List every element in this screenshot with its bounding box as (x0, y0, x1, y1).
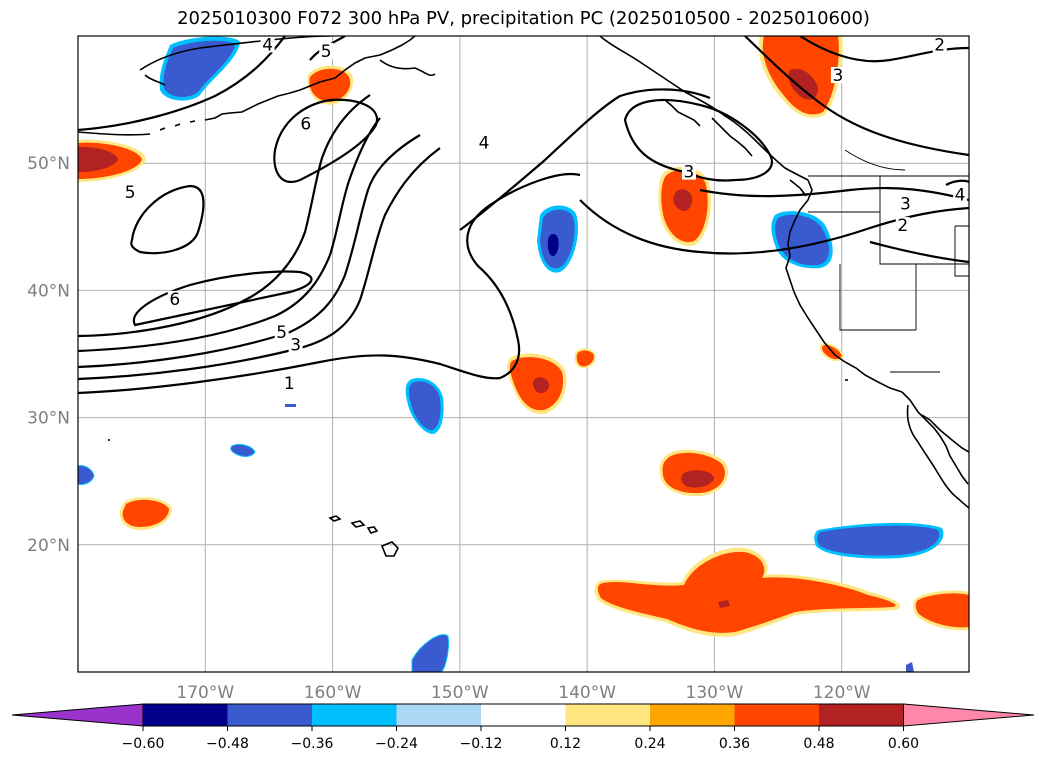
contour-6-south (132, 270, 313, 327)
contour-2 (78, 147, 441, 381)
contour-label-2: 6 (300, 114, 311, 134)
contour-label-bg-5 (167, 290, 182, 307)
positive-anomaly-northeast (758, 36, 843, 118)
negative-anomaly-south (411, 634, 914, 672)
contour-label-bg-2 (298, 115, 313, 132)
contour-5-closed (130, 184, 205, 255)
contour-label-8: 1 (284, 374, 295, 394)
contour-label-0: 4 (262, 35, 273, 55)
latitude-labels: 20°N 30°N 40°N 50°N (27, 154, 70, 556)
contour-label-7: 3 (290, 336, 301, 356)
contour-label-13: 3 (900, 194, 911, 214)
contour-label-6: 5 (276, 323, 287, 343)
contour-3-closed (623, 98, 773, 182)
lat-label-3: 50°N (27, 154, 70, 174)
precip-shading (78, 36, 969, 672)
lon-label-3: 140°W (558, 683, 616, 703)
contour-2-se (579, 199, 969, 255)
contour-label-bg-12 (895, 217, 910, 234)
negative-anomaly-central (537, 205, 579, 273)
contour-4-se (869, 240, 969, 264)
lon-label-0: 170°W (176, 683, 234, 703)
contour-label-bg-3 (477, 134, 492, 151)
contour-5 (78, 94, 371, 338)
lon-label-1: 160°W (304, 683, 362, 703)
contour-east-edge (945, 179, 969, 186)
contour-label-12: 2 (897, 216, 908, 236)
contour-label-5: 6 (169, 290, 180, 310)
lat-label-0: 20°N (27, 536, 70, 556)
contour-label-4: 5 (125, 183, 136, 203)
map-frame (77, 35, 970, 673)
contour-label-bg-11 (932, 36, 947, 53)
lat-label-1: 30°N (27, 409, 70, 429)
positive-anomaly-offshore-pnw (658, 166, 712, 246)
contour-label-3: 4 (479, 133, 490, 153)
contour-label-bg-6 (274, 323, 289, 340)
contour-label-bg-1 (319, 42, 334, 59)
lon-label-5: 120°W (813, 683, 871, 703)
contour-label-bg-13 (898, 195, 913, 212)
pv-contours (78, 36, 969, 395)
contour-label-bg-4 (123, 184, 138, 200)
contour-3-ne (744, 36, 969, 157)
longitude-labels: 170°W 160°W 150°W 140°W 130°W 120°W (176, 683, 870, 703)
positive-anomaly-west-edge (78, 139, 146, 182)
contour-label-14: 4 (955, 186, 966, 206)
contour-label-10: 3 (832, 66, 843, 86)
contour-4 (78, 117, 381, 353)
contour-label-1: 5 (321, 42, 332, 62)
contour-label-11: 2 (934, 35, 945, 55)
coastlines (78, 36, 969, 557)
contour-label-bg-0 (260, 36, 275, 53)
negative-anomaly-east (814, 522, 944, 559)
contour-label-bg-8 (282, 374, 297, 391)
positive-anomaly-central-south (507, 348, 597, 415)
lon-label-2: 150°W (431, 683, 489, 703)
negative-anomaly-subtropical (78, 378, 444, 485)
contour-label-9: 3 (684, 163, 695, 183)
contour-label-bg-14 (953, 186, 968, 203)
contour-label-bg-7 (288, 336, 303, 353)
figure-title: 2025010300 F072 300 hPa PV, precipitatio… (177, 8, 870, 29)
lon-label-4: 130°W (686, 683, 744, 703)
contour-3 (78, 134, 421, 369)
political-borders (808, 149, 969, 373)
contour-4-north (78, 36, 286, 132)
positive-anomaly-tropical-band (594, 547, 969, 637)
negative-anomaly-northwest-us (771, 211, 833, 269)
contour-label-bg-10 (830, 66, 845, 83)
contour-6-north (273, 98, 379, 183)
contour-2-ne (459, 88, 711, 231)
positive-anomaly-alaska-peninsula (307, 65, 354, 105)
positive-anomaly-subtropical-central (659, 449, 729, 497)
contour-label-bg-9 (681, 163, 696, 180)
lat-label-2: 40°N (27, 281, 70, 301)
positive-anomaly-subtropical-west (119, 497, 172, 530)
contour-3-se (699, 186, 969, 202)
